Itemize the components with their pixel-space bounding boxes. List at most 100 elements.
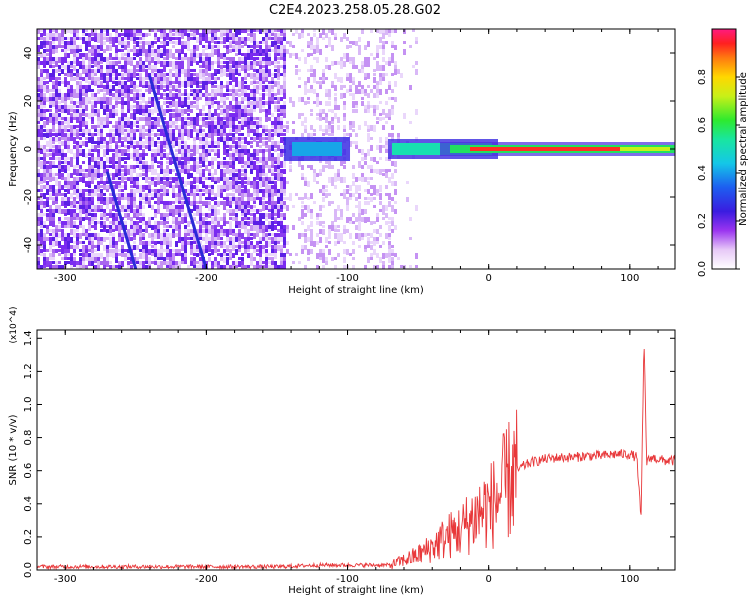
heatmap-cell (280, 225, 283, 231)
heatmap-cell (274, 121, 277, 125)
heatmap-cell (262, 129, 265, 134)
heatmap-cell (196, 209, 199, 214)
heatmap-cell (91, 105, 94, 110)
heatmap-cell (205, 261, 208, 265)
heatmap-cell (118, 181, 121, 185)
heatmap-cell (247, 205, 250, 208)
heatmap-cell (76, 57, 79, 63)
heatmap-cell (223, 117, 226, 120)
heatmap-cell (370, 185, 373, 189)
heatmap-cell (307, 237, 310, 242)
heatmap-cell (391, 57, 394, 63)
heatmap-cell (388, 225, 391, 231)
heatmap-cell (334, 233, 337, 239)
heatmap-cell (61, 41, 64, 44)
heatmap-cell (118, 41, 121, 45)
heatmap-cell (331, 133, 334, 136)
heatmap-cell (265, 69, 268, 75)
heatmap-cell (253, 81, 256, 84)
heatmap-cell (181, 33, 184, 39)
heatmap-cell (169, 125, 172, 128)
heatmap-cell (40, 265, 43, 269)
heatmap-cell (97, 49, 100, 54)
heatmap-cell (199, 65, 202, 68)
heatmap-cell (277, 97, 280, 102)
heatmap-cell (391, 265, 394, 269)
heatmap-cell (157, 69, 160, 74)
heatmap-cell (85, 101, 88, 107)
heatmap-cell (319, 221, 322, 226)
heatmap-cell (172, 97, 175, 101)
heatmap-cell (199, 197, 202, 203)
heatmap-cell (100, 253, 103, 259)
heatmap-cell (205, 93, 208, 98)
heatmap-cell (259, 241, 262, 244)
heatmap-cell (145, 261, 148, 264)
heatmap-cell (394, 209, 397, 214)
heatmap-cell (43, 41, 46, 45)
heatmap-cell (355, 145, 358, 149)
heatmap-cell (403, 113, 406, 119)
heatmap-cell (304, 213, 307, 217)
heatmap-cell (226, 145, 229, 148)
heatmap-cell (76, 241, 79, 247)
heatmap-cell (37, 93, 40, 99)
heatmap-cell (211, 97, 214, 102)
heatmap-cell (82, 101, 85, 106)
heatmap-cell (73, 225, 76, 228)
heatmap-cell (193, 257, 196, 261)
heatmap-cell (196, 113, 199, 119)
heatmap-cell (160, 41, 163, 44)
heatmap-cell (166, 169, 169, 173)
heatmap-cell (130, 29, 133, 33)
heatmap-cell (229, 205, 232, 208)
heatmap-cell (85, 237, 88, 240)
heatmap-cell (394, 45, 397, 50)
heatmap-cell (259, 237, 262, 242)
heatmap-cell (67, 181, 70, 185)
heatmap-cell (67, 253, 70, 256)
heatmap-cell (184, 73, 187, 77)
heatmap-cell (136, 37, 139, 40)
heatmap-cell (190, 257, 193, 261)
heatmap-cell (274, 201, 277, 206)
heatmap-cell (334, 213, 337, 218)
heatmap-cell (40, 93, 43, 98)
heatmap-cell (271, 225, 274, 231)
heatmap-cell (268, 97, 271, 102)
heatmap-cell (250, 37, 253, 43)
heatmap-cell (64, 237, 67, 241)
heatmap-cell (145, 33, 148, 37)
heatmap-cell (271, 157, 274, 161)
heatmap-cell (319, 173, 322, 176)
heatmap-cell (118, 161, 121, 165)
heatmap-cell (55, 241, 58, 246)
heatmap-cell (133, 229, 136, 235)
heatmap-cell (148, 165, 151, 171)
heatmap-cell (130, 197, 133, 201)
heatmap-cell (316, 265, 319, 269)
heatmap-cell (268, 189, 271, 194)
heatmap-cell (268, 85, 271, 89)
spectrogram-y-tick-label: -40 (23, 237, 34, 253)
heatmap-cell (175, 261, 178, 265)
heatmap-cell (214, 129, 217, 134)
heatmap-cell (250, 169, 253, 174)
heatmap-cell (187, 169, 190, 173)
heatmap-cell (205, 89, 208, 94)
heatmap-cell (343, 229, 346, 234)
heatmap-cell (208, 189, 211, 193)
heatmap-cell (211, 197, 214, 201)
heatmap-cell (154, 77, 157, 83)
heatmap-cell (94, 157, 97, 162)
heatmap-cell (181, 141, 184, 144)
heatmap-cell (151, 249, 154, 255)
heatmap-cell (259, 133, 262, 138)
heatmap-cell (136, 153, 139, 158)
heatmap-cell (388, 57, 391, 61)
heatmap-cell (271, 189, 274, 193)
heatmap-cell (250, 209, 253, 212)
heatmap-cell (130, 145, 133, 148)
heatmap-cell (82, 261, 85, 266)
heatmap-cell (262, 245, 265, 251)
